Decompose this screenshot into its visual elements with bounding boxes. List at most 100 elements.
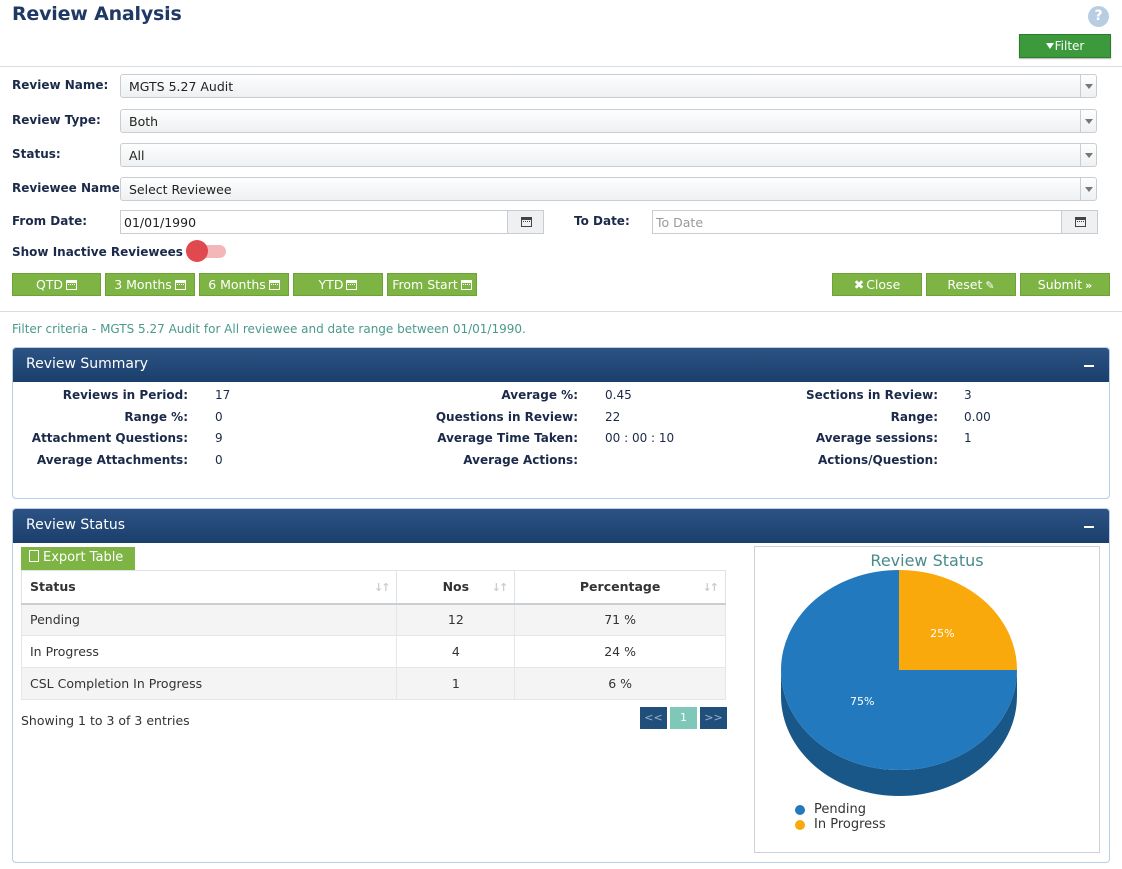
table-row: In Progress 4 24 % bbox=[20, 635, 726, 668]
column-header-label: Percentage bbox=[579, 579, 661, 595]
summary-value: 0.00 bbox=[964, 410, 991, 424]
collapse-icon[interactable] bbox=[1084, 365, 1094, 367]
collapse-icon[interactable] bbox=[1084, 526, 1094, 528]
summary-value: 3 bbox=[964, 388, 972, 402]
summary-key: Average %: bbox=[501, 388, 578, 402]
to-date-calendar-button[interactable] bbox=[1061, 210, 1098, 234]
to-date-label: To Date: bbox=[574, 214, 630, 228]
table-row: CSL Completion In Progress 1 6 % bbox=[20, 667, 726, 700]
six-months-button[interactable]: 6 Months bbox=[199, 273, 289, 296]
review-status-header: Review Status bbox=[13, 509, 1109, 543]
column-header-percentage[interactable]: Percentage ↓↑ bbox=[514, 570, 726, 605]
review-type-value: Both bbox=[129, 114, 159, 129]
chevron-down-icon bbox=[1080, 110, 1096, 132]
qtd-button[interactable]: QTD bbox=[12, 273, 101, 296]
summary-value: 0 bbox=[215, 453, 223, 467]
toggle-knob[interactable] bbox=[186, 240, 208, 262]
summary-key: Average Attachments: bbox=[36, 453, 188, 467]
column-header-nos[interactable]: Nos ↓↑ bbox=[396, 570, 516, 605]
pie-label-pending: 75% bbox=[850, 695, 874, 708]
from-date-calendar-button[interactable] bbox=[507, 210, 544, 234]
column-header-label: Status bbox=[30, 579, 76, 595]
reset-label: Reset bbox=[947, 277, 983, 292]
pager-page-button[interactable]: 1 bbox=[670, 707, 697, 729]
filter-button-label: Filter bbox=[1054, 39, 1085, 53]
filter-criteria-text: Filter criteria - MGTS 5.27 Audit for Al… bbox=[12, 322, 526, 336]
calendar-icon bbox=[346, 280, 358, 290]
review-type-label: Review Type: bbox=[12, 113, 101, 127]
percentage-cell: 24 % bbox=[514, 635, 726, 668]
summary-value: 17 bbox=[215, 388, 231, 402]
legend-label-in-progress[interactable]: In Progress bbox=[814, 817, 886, 832]
calendar-icon bbox=[174, 280, 186, 290]
summary-key: Range: bbox=[890, 410, 938, 424]
chevron-down-icon bbox=[1080, 178, 1096, 200]
submit-button[interactable]: Submit» bbox=[1020, 273, 1110, 296]
pie-slice-in-progress[interactable] bbox=[899, 570, 1017, 670]
submit-label: Submit bbox=[1037, 277, 1083, 292]
review-summary-title: Review Summary bbox=[26, 356, 149, 372]
filter-icon bbox=[1045, 43, 1054, 49]
summary-key: Sections in Review: bbox=[805, 388, 938, 402]
page-title: Review Analysis bbox=[12, 3, 182, 25]
summary-value: 22 bbox=[605, 410, 621, 424]
calendar-icon bbox=[460, 280, 472, 290]
from-start-label: From Start bbox=[392, 277, 458, 292]
to-date-input[interactable]: To Date bbox=[652, 210, 1062, 234]
percentage-cell: 6 % bbox=[514, 667, 726, 700]
review-summary-panel: Review Summary bbox=[12, 347, 1110, 499]
close-button[interactable]: ✖ Close bbox=[832, 273, 922, 296]
pager-next-button[interactable]: >> bbox=[700, 707, 727, 729]
status-value: All bbox=[129, 148, 145, 163]
reviewee-name-select[interactable]: Select Reviewee bbox=[120, 177, 1097, 201]
pdf-file-icon bbox=[29, 550, 39, 562]
nos-cell: 1 bbox=[396, 667, 516, 700]
from-start-button[interactable]: From Start bbox=[387, 273, 477, 296]
nos-cell: 4 bbox=[396, 635, 516, 668]
table-header-row: Status ↓↑ Nos ↓↑ Percentage ↓↑ bbox=[20, 570, 726, 605]
summary-value: 00 : 00 : 10 bbox=[605, 431, 675, 445]
close-label: Close bbox=[866, 277, 901, 292]
column-header-label: Nos bbox=[442, 579, 470, 595]
ytd-label: YTD bbox=[318, 277, 344, 292]
legend-label-pending[interactable]: Pending bbox=[814, 802, 866, 817]
pie-slice-pending[interactable] bbox=[781, 570, 1017, 770]
review-type-select[interactable]: Both bbox=[120, 109, 1097, 133]
review-summary-header: Review Summary bbox=[13, 348, 1109, 382]
percentage-cell: 71 % bbox=[514, 603, 726, 636]
pager-prev-button[interactable]: << bbox=[640, 707, 667, 729]
review-status-title: Review Status bbox=[26, 517, 126, 533]
sort-icon: ↓↑ bbox=[373, 581, 391, 594]
chevron-down-icon bbox=[1080, 75, 1096, 97]
status-cell: CSL Completion In Progress bbox=[20, 667, 398, 700]
table-row: Pending 12 71 % bbox=[20, 603, 726, 636]
status-table: Status ↓↑ Nos ↓↑ Percentage ↓↑ Pending 12 7… bbox=[20, 570, 726, 700]
from-date-input[interactable]: 01/01/1990 bbox=[120, 210, 508, 234]
three-months-button[interactable]: 3 Months bbox=[105, 273, 195, 296]
summary-key: Average Time Taken: bbox=[437, 431, 578, 445]
summary-value: 9 bbox=[215, 431, 223, 445]
status-cell: In Progress bbox=[20, 635, 398, 668]
calendar-icon bbox=[521, 217, 532, 227]
summary-value: 0.45 bbox=[605, 388, 632, 402]
summary-key: Attachment Questions: bbox=[31, 431, 188, 445]
export-table-button[interactable]: Export Table bbox=[21, 547, 135, 570]
status-select[interactable]: All bbox=[120, 143, 1097, 167]
ytd-button[interactable]: YTD bbox=[293, 273, 383, 296]
reset-button[interactable]: Reset ✎ bbox=[926, 273, 1016, 296]
filter-button[interactable]: Filter bbox=[1019, 34, 1111, 58]
export-table-label: Export Table bbox=[43, 550, 124, 565]
pie-side-pending bbox=[781, 670, 1017, 796]
help-icon[interactable]: ? bbox=[1088, 6, 1109, 27]
summary-value: 1 bbox=[964, 431, 972, 445]
pie-chart: 25% 75% bbox=[781, 570, 1017, 796]
column-header-status[interactable]: Status ↓↑ bbox=[20, 570, 398, 605]
calendar-icon bbox=[268, 280, 280, 290]
review-name-select[interactable]: MGTS 5.27 Audit bbox=[120, 74, 1097, 98]
review-name-value: MGTS 5.27 Audit bbox=[129, 79, 234, 94]
double-chevron-right-icon: » bbox=[1085, 279, 1093, 292]
legend-swatch-in-progress bbox=[795, 820, 805, 830]
three-months-label: 3 Months bbox=[114, 277, 172, 292]
table-info-text: Showing 1 to 3 of 3 entries bbox=[21, 713, 190, 728]
summary-key: Average Actions: bbox=[463, 453, 578, 467]
